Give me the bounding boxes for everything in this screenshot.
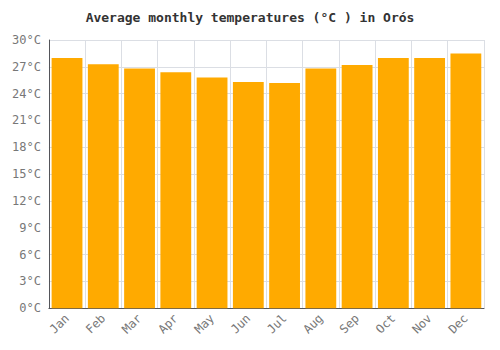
svg-text:May: May bbox=[192, 311, 217, 336]
svg-text:9°C: 9°C bbox=[19, 221, 41, 235]
svg-text:Jun: Jun bbox=[228, 311, 253, 336]
svg-text:Mar: Mar bbox=[119, 311, 144, 336]
svg-text:Aug: Aug bbox=[301, 311, 326, 336]
svg-text:18°C: 18°C bbox=[12, 140, 41, 154]
svg-text:30°C: 30°C bbox=[12, 33, 41, 47]
svg-text:Apr: Apr bbox=[156, 311, 181, 336]
svg-text:24°C: 24°C bbox=[12, 87, 41, 101]
svg-text:15°C: 15°C bbox=[12, 167, 41, 181]
svg-text:Jan: Jan bbox=[47, 311, 72, 336]
svg-text:Dec: Dec bbox=[446, 311, 471, 336]
svg-text:Jul: Jul bbox=[264, 311, 289, 336]
svg-text:0°C: 0°C bbox=[19, 301, 41, 315]
svg-text:Sep: Sep bbox=[337, 311, 362, 336]
svg-text:12°C: 12°C bbox=[12, 194, 41, 208]
svg-text:3°C: 3°C bbox=[19, 274, 41, 288]
svg-text:Nov: Nov bbox=[409, 311, 434, 336]
svg-text:Feb: Feb bbox=[83, 311, 108, 336]
svg-text:6°C: 6°C bbox=[19, 248, 41, 262]
svg-text:Average monthly temperatures (: Average monthly temperatures (°C ) in Or… bbox=[86, 10, 415, 25]
svg-text:Oct: Oct bbox=[373, 311, 398, 336]
svg-text:27°C: 27°C bbox=[12, 60, 41, 74]
svg-text:21°C: 21°C bbox=[12, 113, 41, 127]
